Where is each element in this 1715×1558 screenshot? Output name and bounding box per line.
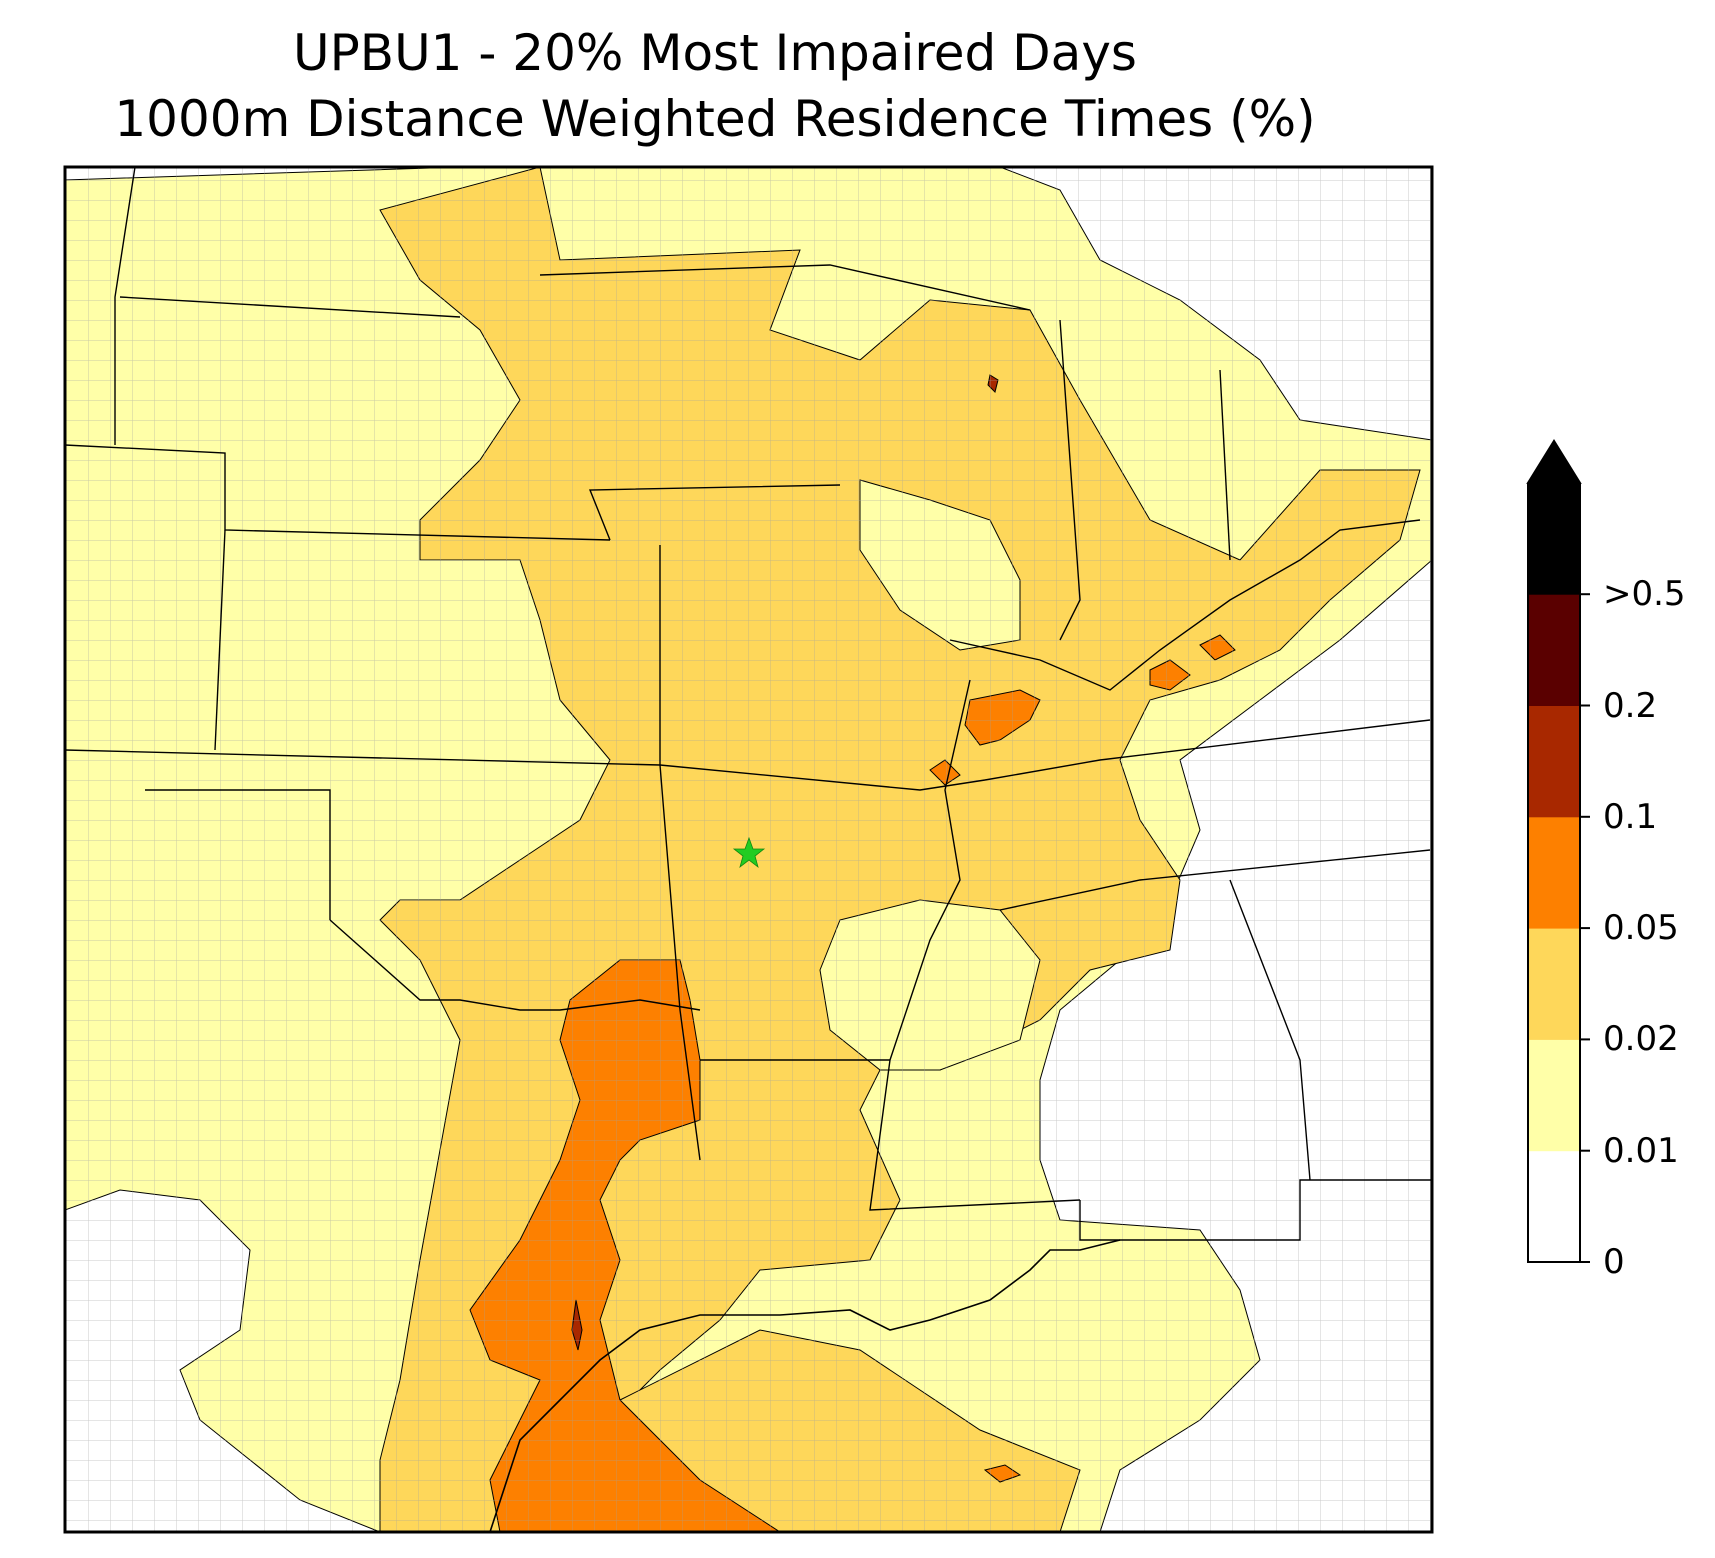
- colorbar-segment-2: [1528, 928, 1580, 1040]
- colorbar-extend-arrow: [1526, 439, 1582, 484]
- colorbar-segment-1: [1528, 1039, 1580, 1152]
- map-frame: [63, 165, 1434, 1534]
- colorbar-segment-6: [1528, 482, 1580, 595]
- colorbar-tick-label: >0.5: [1603, 574, 1686, 615]
- colorbar-segment-0: [1528, 1150, 1580, 1263]
- colorbar-outline: [1527, 482, 1581, 1263]
- colorbar-tick-label: 0.1: [1603, 796, 1658, 837]
- colorbar-tick-label: 0.01: [1603, 1130, 1679, 1171]
- colorbar-tick-label: 0.05: [1603, 908, 1679, 949]
- colorbar-tick-label: 0.02: [1603, 1019, 1679, 1060]
- gulf-coastline: [489, 1239, 1121, 1532]
- colorbar-tick-label: 0.2: [1603, 685, 1658, 726]
- colorbar-segment-3: [1528, 816, 1580, 929]
- chart-title-line-1: UPBU1 - 20% Most Impaired Days: [293, 24, 1137, 82]
- colorbar: [1526, 439, 1590, 1263]
- colorbar-tick-label: 0: [1603, 1242, 1625, 1282]
- colorbar-segment-5: [1528, 594, 1580, 706]
- chart-title-line-2: 1000m Distance Weighted Residence Times …: [114, 90, 1316, 148]
- site-star-icon: [732, 836, 766, 869]
- colorbar-segment-4: [1528, 705, 1580, 818]
- state-boundaries: [65, 167, 1432, 1241]
